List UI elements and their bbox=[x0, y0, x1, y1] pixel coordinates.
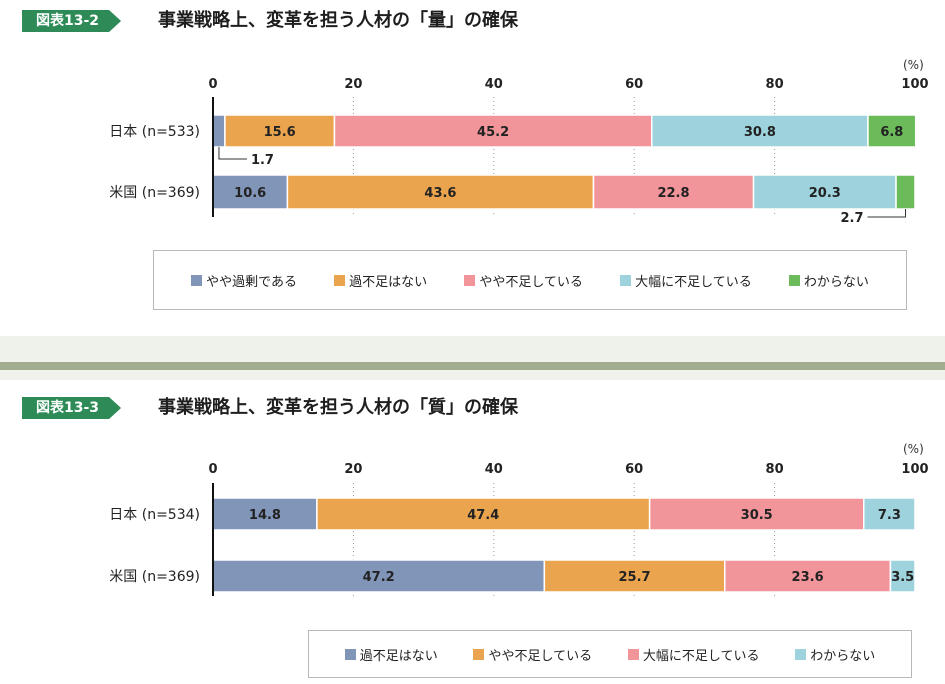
bar-segment bbox=[889, 559, 916, 593]
legend-label: 過不足はない bbox=[359, 648, 438, 664]
chart-title: 事業戦略上、変革を担う人材の「量」の確保 bbox=[158, 10, 518, 31]
data-label: 25.7 bbox=[619, 570, 651, 585]
data-label: 1.7 bbox=[251, 153, 274, 168]
legend-label: わからない bbox=[803, 274, 869, 290]
unit-label: (%) bbox=[903, 58, 924, 72]
legend-swatch bbox=[344, 648, 356, 660]
bar-segment bbox=[592, 174, 755, 210]
data-label: 14.8 bbox=[249, 508, 281, 523]
data-label: 30.5 bbox=[741, 508, 773, 523]
bar-segment bbox=[286, 174, 595, 210]
legend-label: やや不足している bbox=[488, 648, 593, 664]
bar-segment bbox=[212, 114, 226, 148]
stacked-bar-chart: 0 20 40 60 80 100 日本 (n=534) 14.8 47.4 30.5 7.3 米国 … bbox=[109, 462, 929, 596]
chart-legend: 過不足はない やや不足している 大幅に不足している わからない bbox=[308, 630, 912, 678]
figure-badge: 図表13-2 bbox=[22, 10, 121, 32]
x-tick-label: 100 bbox=[901, 77, 928, 92]
x-tick-label: 40 bbox=[485, 462, 503, 477]
figure-badge: 図表13-3 bbox=[22, 397, 121, 419]
x-tick-label: 20 bbox=[344, 462, 362, 477]
x-tick-label: 20 bbox=[344, 77, 362, 92]
row-label: 日本 (n=533) bbox=[109, 124, 200, 140]
bar-segment bbox=[752, 174, 897, 210]
legend-swatch bbox=[788, 274, 800, 286]
legend-label: 過不足はない bbox=[349, 274, 428, 290]
chart-legend: やや過剰である 過不足はない やや不足している 大幅に不足している わからない bbox=[153, 250, 907, 310]
legend-item: 大幅に不足している bbox=[627, 645, 760, 664]
callout-line bbox=[867, 209, 907, 218]
bar-segment bbox=[867, 114, 917, 148]
callout-line bbox=[218, 147, 247, 160]
data-label: 3.5 bbox=[891, 570, 914, 585]
legend-label: やや過剰である bbox=[206, 274, 298, 290]
x-tick-label: 0 bbox=[208, 77, 217, 92]
data-label: 6.8 bbox=[880, 125, 903, 140]
legend-item: やや不足している bbox=[464, 271, 583, 290]
legend-item: やや不足している bbox=[473, 645, 592, 664]
chart-title: 事業戦略上、変革を担う人材の「質」の確保 bbox=[158, 397, 518, 418]
bar-segment bbox=[863, 497, 916, 531]
x-tick-label: 100 bbox=[901, 462, 928, 477]
legend-item: やや過剰である bbox=[191, 271, 297, 290]
data-label: 2.7 bbox=[840, 211, 863, 226]
unit-label: (%) bbox=[903, 442, 924, 456]
row-label: 日本 (n=534) bbox=[109, 507, 200, 523]
legend-swatch bbox=[464, 274, 476, 286]
legend-swatch bbox=[473, 648, 485, 660]
legend-label: 大幅に不足している bbox=[635, 274, 752, 290]
legend-swatch bbox=[334, 274, 346, 286]
x-tick-label: 80 bbox=[766, 77, 784, 92]
data-label: 10.6 bbox=[234, 186, 266, 201]
data-label: 20.3 bbox=[809, 186, 841, 201]
data-label: 45.2 bbox=[477, 125, 509, 140]
data-label: 23.6 bbox=[792, 570, 824, 585]
legend-label: 大幅に不足している bbox=[642, 648, 760, 664]
data-label: 47.4 bbox=[467, 508, 499, 523]
data-label: 47.2 bbox=[363, 570, 395, 585]
chart-panel-quantity: 図表13-2 事業戦略上、変革を担う人材の「量」の確保 (%) 0 20 40 60 8… bbox=[0, 0, 945, 336]
data-label: 30.8 bbox=[744, 125, 776, 140]
legend-item: わからない bbox=[788, 271, 869, 290]
bar-segment bbox=[333, 114, 653, 148]
data-label: 43.6 bbox=[424, 186, 456, 201]
x-tick-label: 60 bbox=[625, 77, 643, 92]
legend-swatch bbox=[795, 648, 807, 660]
bar-segment bbox=[224, 114, 336, 148]
bar-segment bbox=[651, 114, 869, 148]
legend-label: わからない bbox=[810, 648, 876, 664]
legend-item: 過不足はない bbox=[334, 271, 427, 290]
bar-segment bbox=[648, 497, 865, 531]
x-tick-label: 40 bbox=[485, 77, 503, 92]
row-label: 米国 (n=369) bbox=[109, 185, 200, 201]
x-tick-label: 60 bbox=[625, 462, 643, 477]
bar-segment bbox=[212, 559, 546, 593]
data-label: 7.3 bbox=[878, 508, 901, 523]
legend-swatch bbox=[620, 274, 632, 286]
legend-item: わからない bbox=[795, 645, 875, 664]
row-label: 米国 (n=369) bbox=[109, 569, 200, 585]
legend-label: やや不足している bbox=[479, 274, 583, 290]
data-label: 15.6 bbox=[264, 125, 296, 140]
legend-item: 大幅に不足している bbox=[620, 271, 752, 290]
section-divider bbox=[0, 362, 945, 370]
legend-item: 過不足はない bbox=[344, 645, 438, 664]
legend-swatch bbox=[191, 274, 203, 286]
legend-swatch bbox=[627, 648, 639, 660]
stacked-bar-chart: 0 20 40 60 80 100 日本 (n=533) 1.7 15.6 45.2 30.8 6.8… bbox=[109, 77, 928, 226]
chart-panel-quality: 図表13-3 事業戦略上、変革を担う人材の「質」の確保 (%) 0 20 40 60 8… bbox=[0, 380, 945, 684]
x-tick-label: 80 bbox=[766, 462, 784, 477]
x-tick-label: 0 bbox=[208, 462, 217, 477]
bar-segment bbox=[895, 174, 916, 210]
bar-segment bbox=[316, 497, 651, 531]
data-label: 22.8 bbox=[657, 186, 689, 201]
